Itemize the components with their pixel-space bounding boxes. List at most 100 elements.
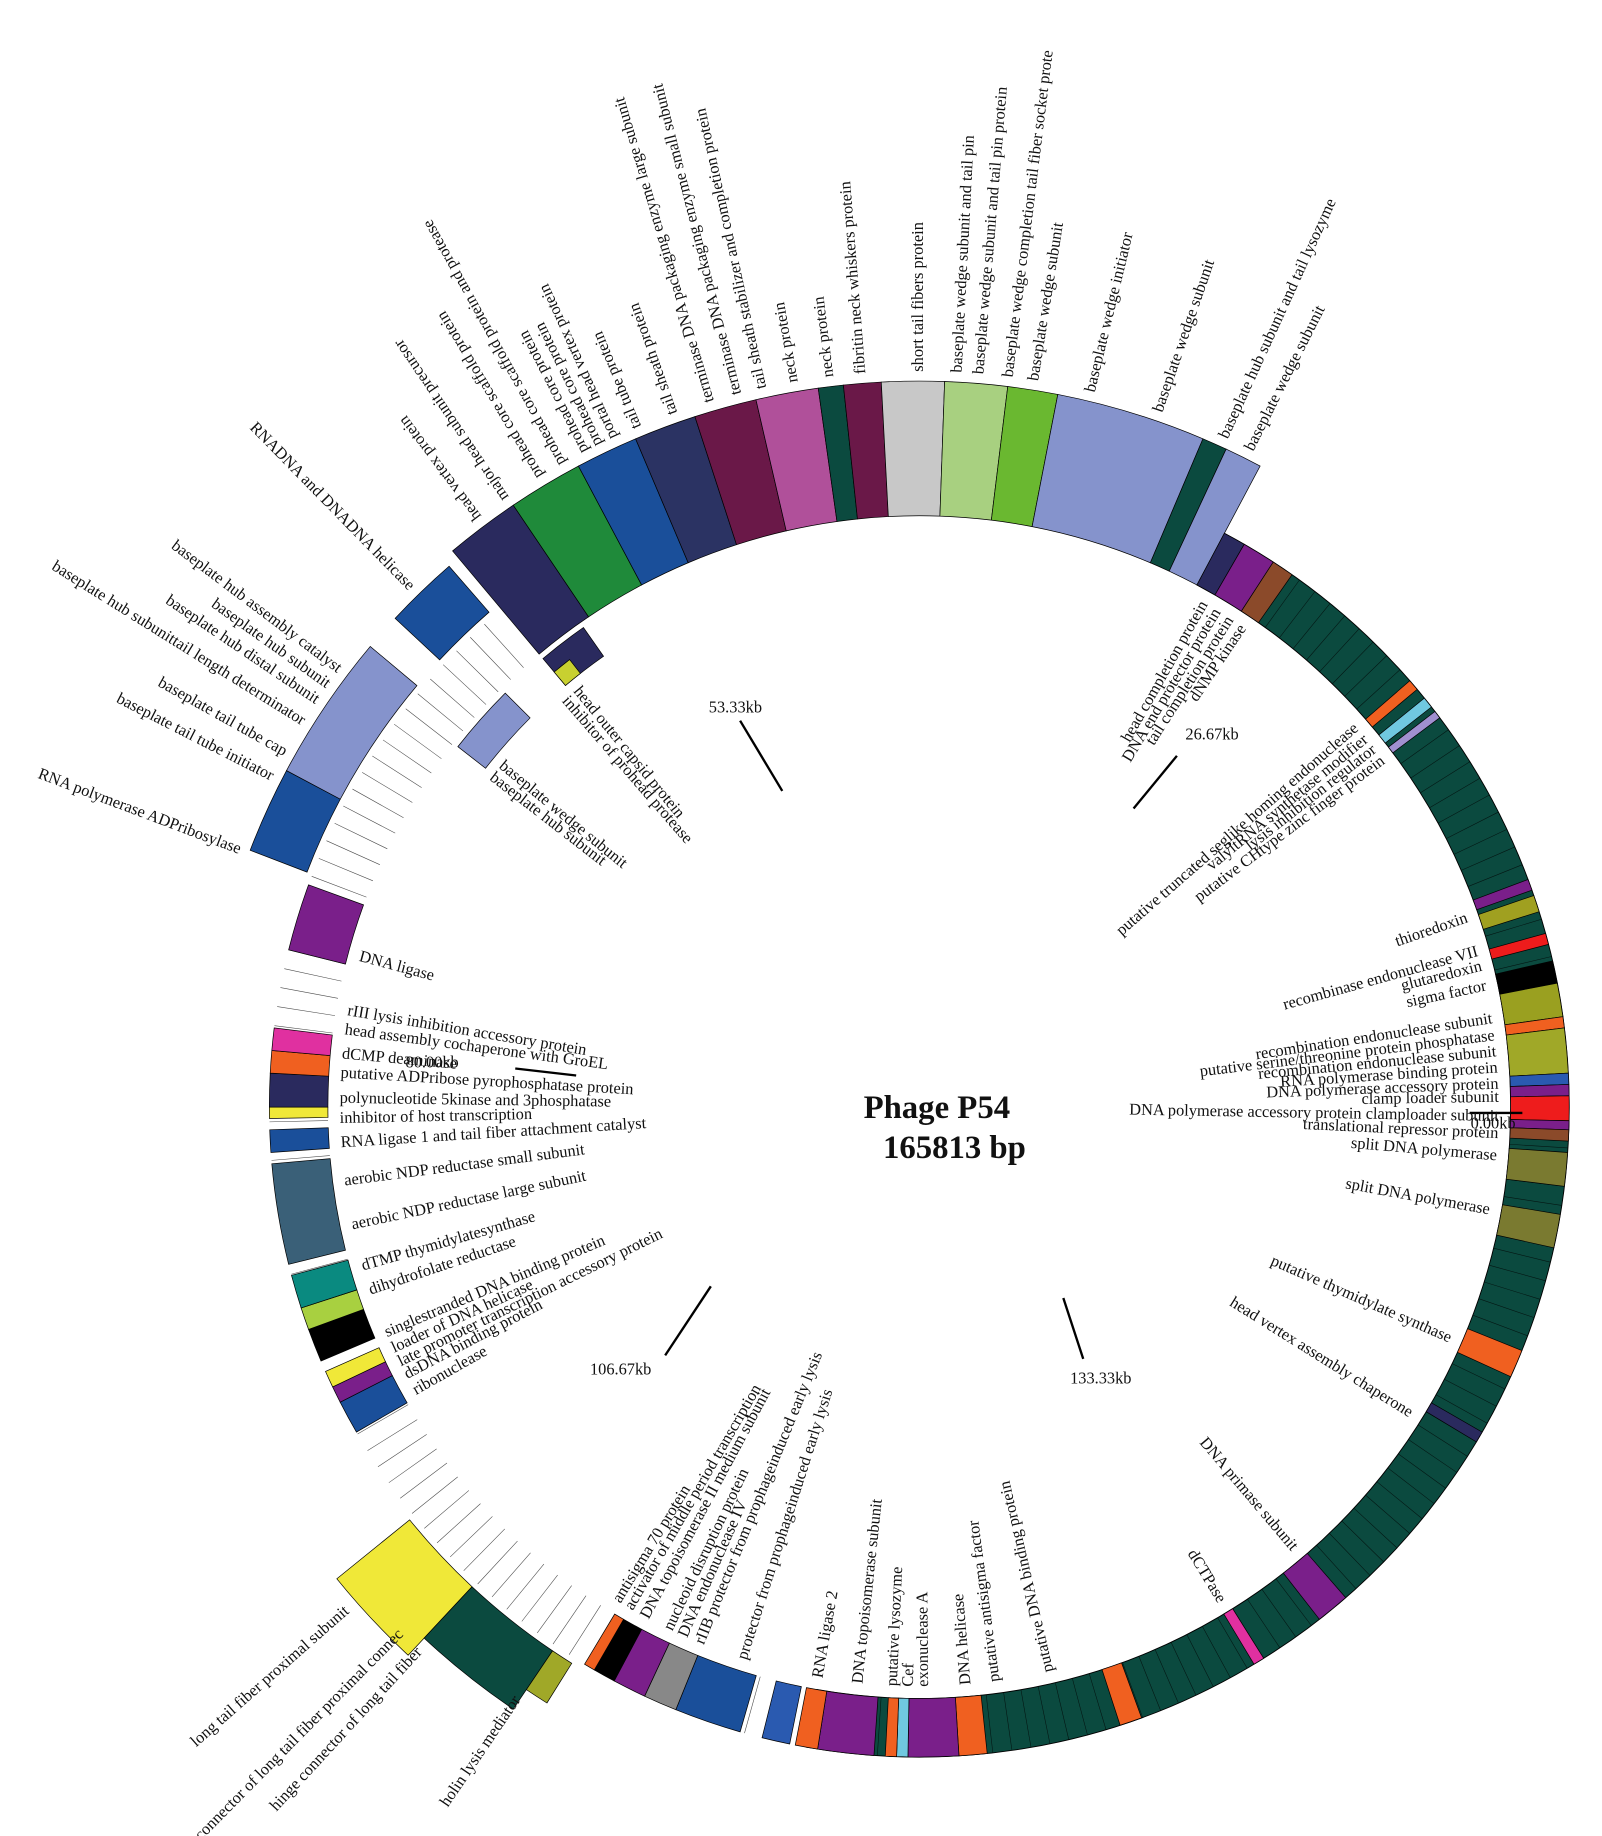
gene-divider xyxy=(1503,1196,1562,1206)
gene-label: inhibitor of host transcription xyxy=(339,1104,532,1127)
genome-name: Phage P54 xyxy=(864,1090,1011,1126)
gene-label: putative DNA binding protein xyxy=(995,1479,1058,1674)
gene-divider xyxy=(357,1404,409,1435)
gene-divider xyxy=(280,987,339,999)
scale-tick xyxy=(1132,755,1178,810)
gene-segment xyxy=(1378,697,1432,744)
gene-divider xyxy=(393,723,442,759)
gene-segment xyxy=(1472,879,1533,911)
gene-label: neck protein xyxy=(769,301,802,384)
gene-divider xyxy=(1202,1626,1231,1678)
gene-divider xyxy=(1261,1589,1297,1638)
gene-divider xyxy=(477,1540,518,1585)
gene-divider xyxy=(352,788,404,818)
scale-tick xyxy=(515,1067,577,1077)
gene-divider xyxy=(1453,829,1507,855)
gene-divider xyxy=(1365,1494,1410,1534)
gene-label: baseplate wedge initiator xyxy=(1080,230,1137,394)
gene-segment xyxy=(1101,1662,1143,1726)
gene-segment xyxy=(1456,1328,1523,1378)
scale-tick xyxy=(664,1285,712,1357)
gene-segment xyxy=(1505,1027,1569,1077)
gene-segment xyxy=(880,380,945,517)
gene-segment xyxy=(525,1650,573,1704)
gene-divider xyxy=(1437,794,1490,824)
gene-divider xyxy=(1247,1598,1281,1649)
gene-segment xyxy=(271,1158,346,1265)
gene-divider xyxy=(343,805,396,834)
gene-divider xyxy=(1484,1281,1541,1300)
gene-divider xyxy=(1217,1617,1248,1669)
gene-segment xyxy=(1425,1402,1483,1443)
scale-tick xyxy=(1062,1297,1085,1360)
gene-segment xyxy=(1496,1204,1561,1249)
gene-segment xyxy=(1509,1127,1570,1142)
gene-divider xyxy=(537,1585,572,1634)
gene-divider xyxy=(568,1605,601,1655)
gene-divider xyxy=(1485,918,1542,937)
gene-segment xyxy=(457,692,531,769)
gene-divider xyxy=(1275,1578,1312,1626)
gene-divider xyxy=(284,968,342,982)
gene-divider xyxy=(1461,846,1515,871)
gene-divider xyxy=(1478,1298,1535,1318)
gene-divider xyxy=(388,1448,437,1483)
gene-label: clamp loader subunit xyxy=(1361,1087,1499,1108)
gene-divider xyxy=(1429,777,1481,809)
gene-label: valyltRNA synthetase modifier xyxy=(1202,729,1372,874)
gene-divider xyxy=(274,1025,333,1034)
gene-label: baseplate wedge subunit xyxy=(1148,256,1218,414)
gene-segment xyxy=(1510,1095,1570,1122)
gene-divider xyxy=(1493,1247,1551,1263)
gene-divider xyxy=(470,637,511,680)
gene-segment xyxy=(269,1127,330,1153)
gene-segment xyxy=(291,1259,358,1309)
gene-divider xyxy=(1494,956,1552,971)
gene-divider xyxy=(318,858,374,882)
gene-segment xyxy=(817,1690,879,1756)
gene-divider xyxy=(1072,1678,1088,1735)
gene-divider xyxy=(1452,1363,1506,1390)
gene-divider xyxy=(311,876,367,898)
scale-tick xyxy=(739,720,784,792)
gene-segment xyxy=(423,1586,554,1710)
gene-divider xyxy=(269,1120,329,1123)
gene-label: DNA helicase xyxy=(948,1593,974,1686)
gene-label: RNADNA and DNADNA helicase xyxy=(246,418,419,594)
gene-segment xyxy=(884,1697,900,1758)
gene-divider xyxy=(411,1476,458,1514)
gene-divider xyxy=(1329,1533,1371,1576)
gene-label: exonuclease A xyxy=(912,1592,932,1687)
gene-divider xyxy=(1435,1394,1488,1424)
gene-label: long tail fiber proximal subunit xyxy=(186,1601,353,1751)
gene-divider xyxy=(1292,603,1331,650)
gene-label: DNA topoisomerase subunit xyxy=(848,1497,886,1684)
gene-divider xyxy=(1138,1656,1161,1711)
gene-divider xyxy=(744,1676,761,1734)
gene-divider xyxy=(1376,1481,1423,1520)
gene-divider xyxy=(1446,811,1499,839)
gene-segment xyxy=(1223,1608,1265,1665)
gene-divider xyxy=(521,1574,558,1622)
gene-divider xyxy=(1387,1467,1435,1504)
gene-divider xyxy=(1489,1264,1546,1282)
gene-segment xyxy=(1282,1552,1347,1620)
scale-label: 26.67kb xyxy=(1185,725,1238,744)
gene-divider xyxy=(1279,591,1316,639)
gene-divider xyxy=(1264,579,1300,628)
gene-divider xyxy=(1417,1424,1468,1457)
gene-divider xyxy=(372,755,422,788)
gene-divider xyxy=(382,739,432,774)
gene-divider xyxy=(1467,864,1523,887)
gene-label: baseplate wedge subunit xyxy=(496,756,632,872)
gene-segment xyxy=(553,659,581,686)
gene-segment xyxy=(1505,1148,1569,1187)
gene-segment xyxy=(271,1027,333,1056)
gene-segment xyxy=(1477,895,1540,930)
gene-label: neck protein xyxy=(809,295,838,378)
gene-divider xyxy=(1356,669,1401,710)
gene-divider xyxy=(417,693,464,732)
